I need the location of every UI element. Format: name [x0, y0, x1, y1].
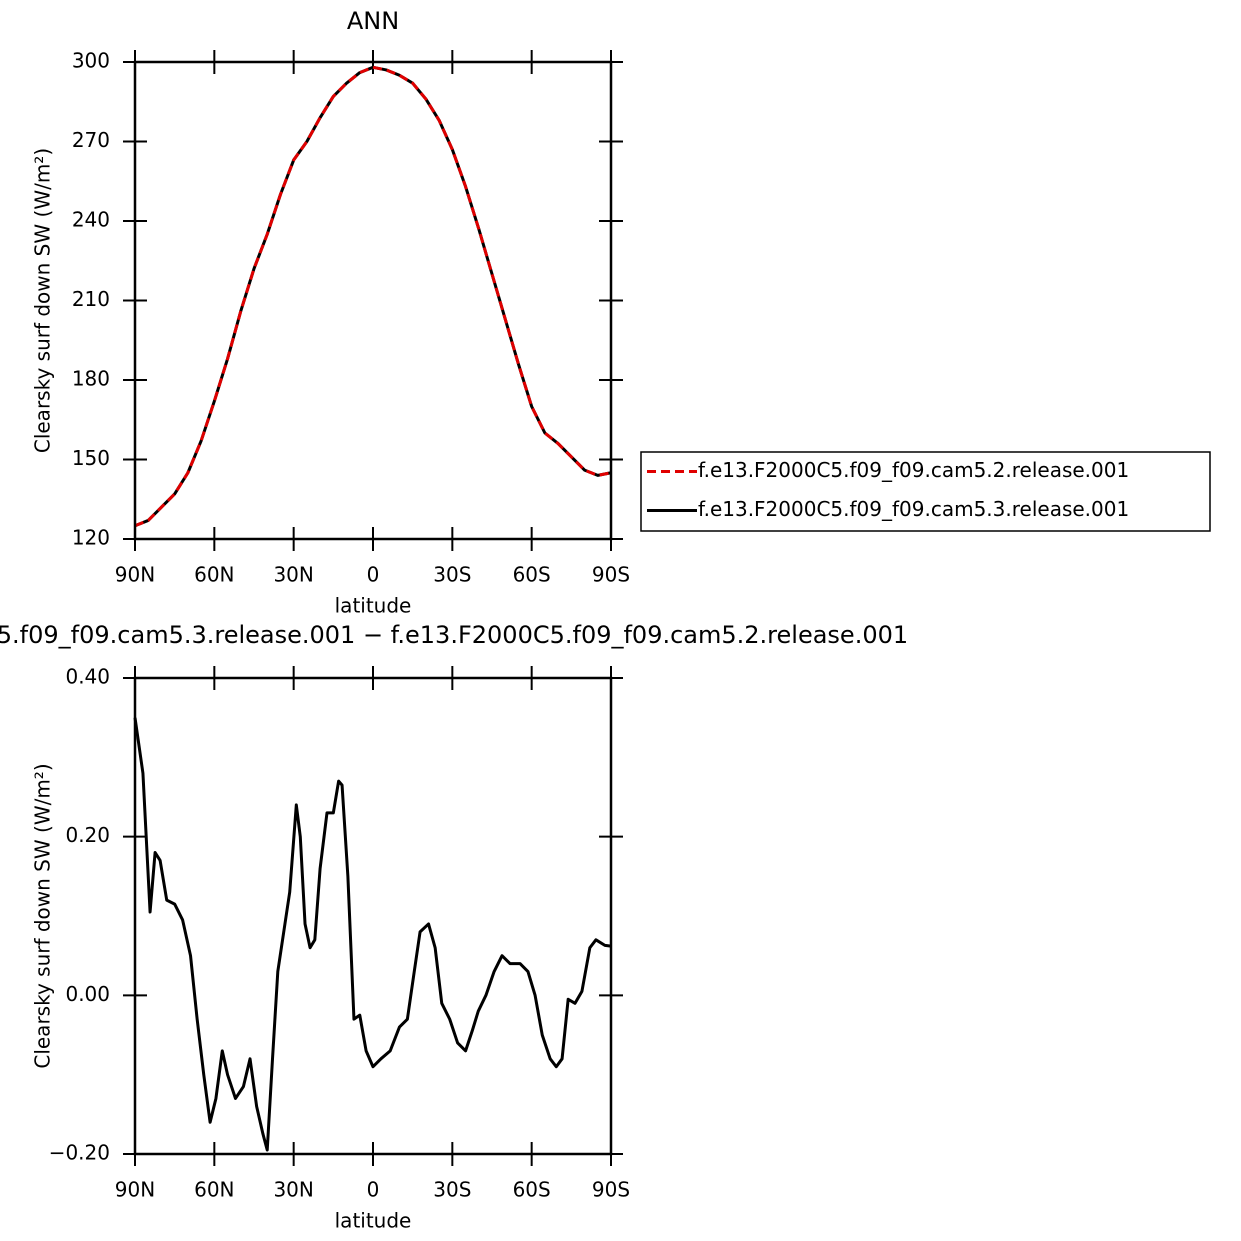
y-tick-label: −0.20 [49, 1141, 110, 1165]
y-tick-label: 180 [72, 367, 110, 391]
chart-title: ANN [347, 7, 399, 35]
x-tick-label: 60S [513, 1178, 551, 1202]
plot-frame [133, 676, 613, 1156]
chart-title: f.e13.F2000C5.f09_f09.cam5.3.release.001… [0, 621, 908, 649]
y-axis-label: Clearsky surf down SW (W/m²) [31, 148, 55, 453]
y-tick-label: 0.40 [65, 665, 110, 689]
y-tick-label: 0.00 [65, 982, 110, 1006]
x-tick-label: 60N [194, 563, 234, 587]
plot-frame [133, 60, 613, 541]
x-tick-label: 30S [433, 563, 471, 587]
x-tick-label: 90N [115, 1178, 155, 1202]
data-line [134, 65, 612, 528]
x-tick-label: 60S [513, 563, 551, 587]
y-tick-label: 150 [72, 446, 110, 470]
x-tick-label: 90S [592, 563, 630, 587]
legend-box [640, 451, 1211, 532]
x-tick-label: 30N [273, 1178, 313, 1202]
data-line [133, 717, 612, 1152]
y-tick-label: 270 [72, 128, 110, 152]
y-tick-label: 120 [72, 526, 110, 550]
legend-label: f.e13.F2000C5.f09_f09.cam5.2.release.001 [698, 458, 1129, 482]
x-tick-label: 90N [115, 563, 155, 587]
y-tick-label: 210 [72, 287, 110, 311]
x-tick-label: 0 [367, 563, 380, 587]
x-tick-label: 30S [433, 1178, 471, 1202]
x-tick-label: 0 [367, 1178, 380, 1202]
y-axis-label: Clearsky surf down SW (W/m²) [31, 763, 55, 1068]
x-tick-label: 30N [273, 563, 313, 587]
x-tick-label: 60N [194, 1178, 234, 1202]
legend-label: f.e13.F2000C5.f09_f09.cam5.3.release.001 [698, 497, 1129, 521]
y-tick-label: 0.20 [65, 823, 110, 847]
x-tick-label: 90S [592, 1178, 630, 1202]
x-axis-label: latitude [335, 1209, 412, 1233]
x-axis-label: latitude [335, 594, 412, 618]
data-line [134, 65, 612, 528]
y-tick-label: 240 [72, 208, 110, 232]
y-tick-label: 300 [72, 49, 110, 73]
